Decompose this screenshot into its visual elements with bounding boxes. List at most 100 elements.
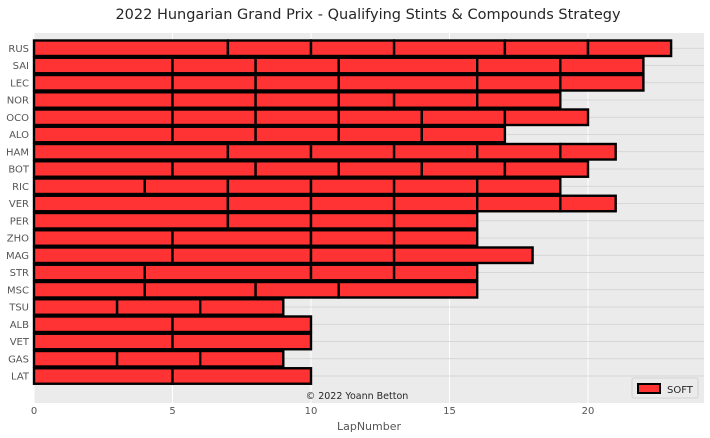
y-tick-sai: SAI (13, 61, 29, 72)
stint-bar-per-2 (226, 211, 313, 230)
y-tick-bot: BOT (8, 165, 30, 176)
stint-bar-alb-1 (32, 315, 174, 334)
stint-bar-mag-4 (392, 246, 534, 265)
stint-bar-tsu-2 (115, 298, 202, 316)
stint-bar-sai-4 (337, 56, 479, 75)
stint-bar-alo-2 (171, 125, 257, 144)
stint-bar-mag-2 (171, 246, 313, 265)
stint-bar-lec-1 (32, 73, 174, 92)
stint-bar-str-1 (32, 263, 147, 282)
stint-bar-tsu-3 (198, 298, 285, 316)
y-tick-msc: MSC (7, 285, 29, 296)
y-tick-lat: LAT (11, 372, 30, 383)
stint-bar-ham-3 (309, 142, 396, 161)
x-tick-20: 20 (582, 406, 595, 417)
stint-bar-lec-3 (254, 73, 340, 92)
stint-bar-alb-2 (171, 315, 313, 334)
stint-bar-vet-2 (171, 332, 313, 351)
x-axis-label: LapNumber (337, 420, 402, 433)
stint-bar-rus-3 (309, 39, 396, 58)
y-tick-alo: ALO (9, 130, 29, 141)
y-tick-mag: MAG (6, 251, 29, 262)
y-tick-alb: ALB (10, 320, 29, 331)
stint-bar-vet-1 (32, 332, 174, 351)
stint-bar-oco-4 (337, 108, 424, 127)
stint-bar-msc-4 (337, 280, 479, 299)
stint-bar-ric-3 (226, 177, 313, 196)
y-tick-nor: NOR (7, 96, 29, 107)
stint-bar-gas-2 (115, 349, 202, 368)
stint-bar-lec-6 (559, 73, 645, 92)
stint-bar-rus-6 (586, 39, 673, 58)
stint-bar-nor-4 (337, 91, 396, 109)
stint-bar-bot-1 (32, 160, 174, 178)
legend-label-soft: SOFT (667, 385, 694, 396)
stint-bar-gas-1 (32, 349, 119, 368)
stint-bar-oco-3 (254, 108, 340, 127)
stint-bar-ric-5 (392, 177, 479, 196)
stint-bar-ham-2 (226, 142, 313, 161)
stint-bar-ric-6 (476, 177, 562, 196)
stint-bar-msc-1 (32, 280, 147, 299)
stint-bar-lec-4 (337, 73, 479, 92)
stint-bar-msc-3 (254, 280, 340, 299)
lap-axis: 0 5 10 15 20 (31, 406, 595, 417)
stint-bar-ver-2 (226, 194, 313, 213)
x-tick-10: 10 (305, 406, 318, 417)
y-tick-ham: HAM (6, 147, 29, 158)
stint-bar-mag-3 (309, 246, 396, 265)
stint-bar-oco-6 (503, 108, 590, 127)
stint-bar-nor-2 (171, 91, 257, 109)
stint-bar-ver-6 (559, 194, 617, 213)
y-tick-rus: RUS (8, 44, 29, 55)
stint-bar-ver-3 (309, 194, 396, 213)
stint-bar-bot-3 (254, 160, 340, 178)
y-tick-str: STR (10, 268, 29, 279)
stint-bar-sai-1 (32, 56, 174, 75)
stint-bar-alo-4 (337, 125, 424, 144)
stint-bar-bot-4 (337, 160, 424, 178)
stint-bar-alo-3 (254, 125, 340, 144)
stint-bar-str-4 (392, 263, 479, 282)
stint-bar-sai-5 (476, 56, 562, 75)
stint-bar-sai-2 (171, 56, 257, 75)
stint-bar-gas-3 (198, 349, 285, 368)
stint-bar-nor-1 (32, 91, 174, 109)
stint-bar-nor-3 (254, 91, 340, 109)
y-tick-per: PER (10, 216, 29, 227)
y-tick-tsu: TSU (8, 303, 29, 314)
y-tick-ric: RIC (12, 182, 29, 193)
stint-bar-zho-3 (309, 229, 396, 247)
stint-bar-lec-5 (476, 73, 562, 92)
y-tick-lec: LEC (10, 78, 29, 89)
stint-bar-per-3 (309, 211, 396, 230)
stint-bar-tsu-1 (32, 298, 119, 316)
stint-bar-ric-4 (309, 177, 396, 196)
x-tick-0: 0 (31, 406, 37, 417)
stint-bar-rus-2 (226, 39, 313, 58)
x-tick-5: 5 (169, 406, 175, 417)
stint-bar-rus-4 (392, 39, 507, 58)
stint-bar-oco-5 (420, 108, 507, 127)
y-tick-oco: OCO (6, 113, 29, 124)
legend: SOFT (631, 377, 699, 399)
stint-bar-sai-3 (254, 56, 340, 75)
y-tick-zho: ZHO (7, 234, 29, 245)
stint-bar-sai-6 (559, 56, 645, 75)
stint-bar-nor-5 (392, 91, 479, 109)
stint-bar-oco-2 (171, 108, 257, 127)
y-tick-vet: VET (10, 337, 30, 348)
stint-bar-bot-2 (171, 160, 257, 178)
stint-bar-per-4 (392, 211, 479, 230)
stint-bar-alo-1 (32, 125, 174, 144)
driver-axis: RUS SAI LEC NOR OCO ALO HAM BOT RIC VER PER ZHO MAG S… (6, 44, 30, 383)
stint-bar-rus-5 (503, 39, 590, 58)
stint-bar-ver-4 (392, 194, 479, 213)
stint-bar-ric-1 (32, 177, 147, 196)
stint-bar-ric-2 (143, 177, 230, 196)
chart-title: 2022 Hungarian Grand Prix - Qualifying S… (115, 7, 621, 23)
stint-bar-lec-2 (171, 73, 257, 92)
legend-swatch-soft (637, 383, 661, 394)
stint-bar-ham-1 (32, 142, 230, 161)
